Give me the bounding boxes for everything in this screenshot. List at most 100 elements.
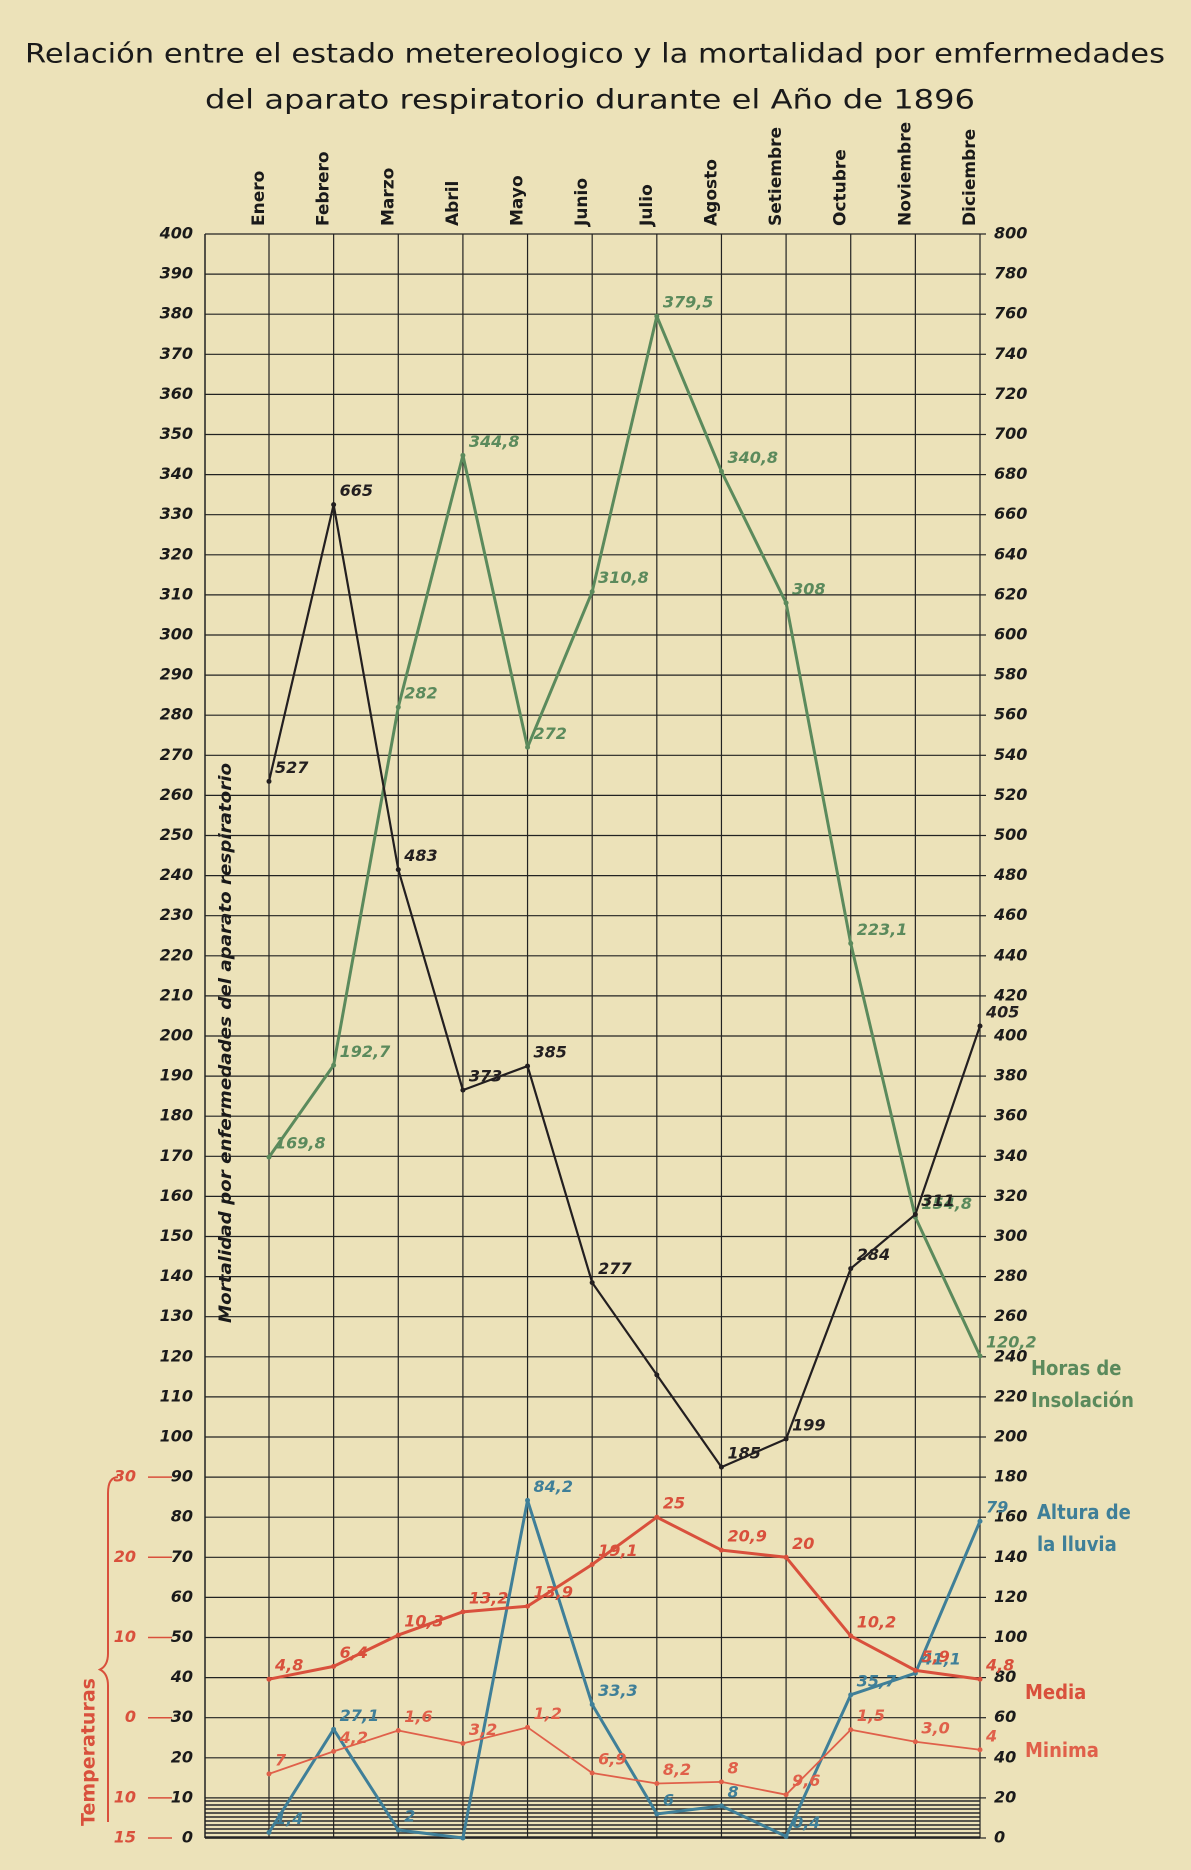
y-tick-label: 70 — [171, 1547, 193, 1566]
y2-tick-label: 520 — [994, 785, 1027, 804]
y2-tick-label: 380 — [994, 1066, 1027, 1085]
y2-tick-label: 420 — [993, 985, 1027, 1004]
y2-tick-label: 340 — [994, 1146, 1027, 1165]
value-label: 84,2 — [534, 1477, 573, 1496]
value-label: 9,6 — [792, 1771, 820, 1790]
y2-tick-label: 720 — [994, 384, 1027, 403]
y2-tick-label: 240 — [994, 1346, 1027, 1365]
y2-tick-label: 620 — [994, 584, 1027, 603]
data-point — [266, 778, 272, 784]
y2-tick-label: 640 — [994, 544, 1027, 563]
y-tick-label: 0 — [182, 1828, 193, 1847]
y-tick-label: 260 — [160, 785, 193, 804]
legend-label: Horas de Insolación — [1031, 1356, 1134, 1412]
y2-tick-label: 20 — [994, 1787, 1016, 1806]
data-point — [331, 1663, 337, 1669]
data-point — [654, 1372, 660, 1378]
data-point — [718, 1779, 724, 1785]
value-label: 1,5 — [857, 1706, 885, 1725]
value-label: 483 — [403, 846, 437, 865]
x-tick-label: Abril — [443, 181, 463, 226]
series-line — [267, 1498, 982, 1840]
value-label: 4 — [985, 1726, 997, 1745]
x-tick-label: Diciembre — [960, 129, 980, 226]
value-label: 340,8 — [727, 448, 778, 467]
y2-tick-label: 320 — [994, 1186, 1027, 1205]
y2-tick-label: 500 — [994, 825, 1027, 844]
y2-tick-label: 580 — [994, 665, 1027, 684]
value-label: 310,8 — [598, 568, 649, 587]
value-label: 3,2 — [469, 1720, 497, 1739]
data-point — [912, 1667, 918, 1673]
data-point — [718, 1547, 724, 1553]
value-label: 8 — [727, 1758, 738, 1777]
y2-tick-label: 560 — [994, 705, 1027, 724]
x-tick-label: Octubre — [831, 149, 851, 226]
data-point — [848, 1633, 854, 1639]
data-point — [266, 1829, 272, 1835]
data-point — [977, 1023, 983, 1029]
data-point — [266, 1771, 272, 1777]
value-label: 4,8 — [985, 1656, 1014, 1675]
y-tick-label: 340 — [160, 464, 193, 483]
y-tick-label: 130 — [160, 1306, 193, 1325]
y-tick-label: 220 — [160, 945, 193, 964]
value-label: 1,6 — [404, 1707, 432, 1726]
y-tick-label: 270 — [160, 745, 193, 764]
data-point — [525, 1497, 531, 1503]
temperature-axis-title: Temperaturas — [78, 1678, 100, 1826]
y2-tick-label: 100 — [994, 1627, 1027, 1646]
y2-tick-label: 440 — [993, 945, 1027, 964]
value-label: 8,2 — [663, 1760, 691, 1779]
value-label: 19,1 — [598, 1541, 637, 1560]
y-tick-label: 200 — [160, 1026, 193, 1045]
value-label: 13,2 — [469, 1588, 508, 1607]
x-tick-label: Marzo — [378, 168, 398, 226]
y2-tick-label: 740 — [994, 344, 1027, 363]
value-label: 344,8 — [469, 432, 520, 451]
y-tick-label: 240 — [160, 865, 193, 884]
y2-tick-label: 200 — [994, 1427, 1027, 1446]
data-point — [589, 1562, 595, 1568]
value-label: 4,2 — [339, 1728, 368, 1747]
y3-tick-label: 0 — [125, 1707, 136, 1726]
y2-tick-label: 600 — [994, 625, 1027, 644]
data-point — [718, 468, 724, 474]
value-label: 192,7 — [340, 1042, 391, 1061]
x-tick-label: Julio — [637, 184, 657, 227]
y-tick-label: 250 — [160, 825, 193, 844]
value-label: 527 — [275, 758, 309, 777]
y2-tick-label: 360 — [994, 1106, 1027, 1125]
data-point — [977, 1676, 983, 1682]
y-tick-label: 30 — [171, 1707, 193, 1726]
data-point — [525, 1603, 531, 1609]
y-tick-label: 150 — [160, 1226, 193, 1245]
value-label: 373 — [469, 1067, 502, 1086]
value-label: 185 — [727, 1444, 760, 1463]
y-tick-label: 350 — [160, 424, 193, 443]
value-label: 4,8 — [274, 1656, 303, 1675]
data-point — [266, 1676, 272, 1682]
value-label: 10,2 — [857, 1612, 896, 1631]
data-point — [460, 452, 466, 458]
data-point — [718, 1464, 724, 1470]
x-tick-label: Agosto — [701, 159, 721, 226]
data-point — [912, 1739, 918, 1745]
data-point — [912, 1211, 918, 1217]
value-label: 8 — [727, 1782, 738, 1801]
value-label: 311 — [921, 1191, 954, 1210]
y2-tick-label: 680 — [994, 464, 1027, 483]
series-line — [268, 1726, 981, 1796]
value-label: 7 — [275, 1750, 287, 1769]
value-label: 6,9 — [598, 1750, 626, 1769]
data-point — [525, 744, 531, 750]
data-point — [783, 1833, 789, 1839]
data-point — [783, 1436, 789, 1442]
value-label: 1,4 — [275, 1809, 303, 1828]
legend-label: Altura de la lluvia — [1037, 1500, 1131, 1556]
y-tick-label: 110 — [160, 1386, 193, 1405]
y-tick-label: 400 — [159, 224, 193, 243]
data-point — [395, 704, 401, 710]
data-point — [460, 1740, 466, 1746]
